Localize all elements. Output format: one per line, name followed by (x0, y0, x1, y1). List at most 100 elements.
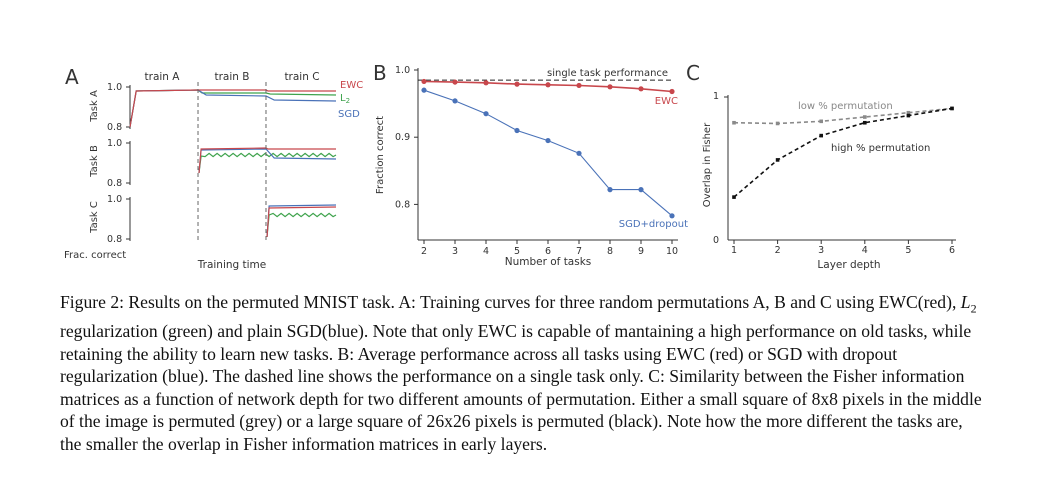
row-label-task-c: Task C (89, 201, 100, 234)
b-ytick-label: 0.9 (395, 132, 410, 143)
b-point-0 (452, 79, 458, 85)
b-xtick-label: 2 (421, 246, 427, 257)
b-point-1 (514, 127, 520, 134)
c-point-0 (863, 115, 867, 119)
c-xtick-label: 6 (949, 245, 955, 256)
figure-caption: Figure 2: Results on the permuted MNIST … (60, 291, 985, 456)
tick-b-bottom: 0.8 (107, 178, 122, 189)
c-point-0 (819, 119, 823, 124)
a-curve-ewc-task_c (266, 206, 337, 238)
caption-l2-symbol: L (960, 292, 971, 312)
b-point-0 (483, 80, 489, 86)
b-point-0 (421, 78, 427, 85)
caption-part-2: regularization (green) and plain SGD(blu… (60, 321, 982, 455)
b-point-1 (421, 87, 427, 93)
a-curve-l2-task_c (266, 212, 337, 238)
a-curve-sgd-task_c (266, 204, 337, 238)
tick-c-bottom: 0.8 (107, 234, 122, 245)
panel-label-b: B (373, 61, 387, 85)
legend-l2: L2 (340, 93, 350, 105)
b-xlabel: Number of tasks (505, 256, 592, 268)
b-point-0 (545, 82, 551, 88)
c-xtick-label: 4 (862, 245, 868, 256)
b-point-1 (576, 150, 582, 156)
phase-label-train-b: train B (215, 71, 250, 83)
a-xlabel: Training time (197, 259, 267, 271)
b-point-1 (452, 98, 458, 104)
figure-2: A B C train A train B train C EWC L2 SGD… (64, 61, 956, 271)
b-legend-sgd-dropout: SGD+dropout (619, 219, 688, 230)
b-point-0 (576, 82, 582, 89)
c-ylabel: Overlap in Fisher (702, 122, 713, 207)
b-xtick-label: 10 (666, 246, 678, 257)
panel-label-a: A (65, 65, 79, 89)
b-xtick-label: 4 (483, 246, 489, 257)
b-point-1 (638, 187, 644, 193)
b-point-0 (514, 81, 520, 87)
c-ytick-bottom: 0 (713, 235, 719, 246)
panel-c: Overlap in Fisher Layer depth low % perm… (702, 91, 956, 271)
c-point-0 (732, 120, 736, 125)
b-xtick-label: 5 (514, 246, 520, 257)
tick-a-bottom: 0.8 (107, 122, 122, 133)
b-ylabel: Fraction correct (375, 116, 386, 194)
b-point-1 (669, 213, 675, 219)
b-point-0 (669, 88, 675, 95)
legend-l2-subscript: 2 (346, 97, 350, 105)
b-xtick-label: 9 (638, 246, 644, 257)
phase-label-train-a: train A (145, 71, 181, 83)
tick-b-top: 1.0 (107, 138, 122, 149)
b-point-0 (638, 86, 644, 92)
b-point-0 (607, 84, 613, 90)
panel-label-c: C (686, 61, 700, 85)
a-curve-ewc-task_b (198, 147, 336, 174)
legend-l2-letter: L (340, 93, 346, 104)
b-ytick-label: 1.0 (395, 65, 410, 76)
a-curve-ewc-task_a (129, 89, 336, 128)
c-point-0 (775, 121, 780, 126)
row-label-task-b: Task B (89, 145, 100, 178)
c-point-0 (906, 110, 911, 115)
c-legend-low: low % permutation (798, 101, 893, 112)
c-xtick-label: 5 (905, 245, 911, 256)
c-point-1 (950, 106, 954, 111)
b-xtick-label: 6 (545, 246, 551, 257)
c-line-1 (733, 107, 953, 198)
row-label-task-a: Task A (89, 90, 100, 123)
c-xlabel: Layer depth (817, 259, 880, 271)
c-point-1 (863, 120, 867, 125)
b-point-1 (607, 187, 613, 193)
phase-label-train-c: train C (284, 71, 319, 83)
legend-sgd: SGD (338, 109, 360, 120)
tick-c-top: 1.0 (107, 194, 122, 205)
a-curve-sgd-task_b (198, 148, 337, 174)
c-point-1 (775, 158, 780, 162)
b-line-1 (423, 89, 673, 217)
b-xtick-label: 3 (452, 246, 458, 257)
b-ytick-label: 0.8 (395, 199, 410, 210)
b-xtick-label: 7 (576, 246, 582, 257)
c-xtick-label: 3 (818, 245, 824, 256)
a-ylabel: Frac. correct (64, 250, 126, 261)
b-point-1 (545, 137, 551, 144)
c-point-1 (732, 195, 736, 199)
caption-l2-subscript: 2 (970, 301, 977, 316)
b-xtick-label: 8 (607, 246, 613, 257)
legend-ewc: EWC (340, 80, 363, 91)
c-xtick-label: 2 (775, 245, 781, 256)
panel-b: Fraction correct Number of tasks single … (375, 65, 688, 268)
caption-part-1: Figure 2: Results on the permuted MNIST … (60, 292, 961, 312)
tick-a-top: 1.0 (107, 82, 122, 93)
c-point-1 (906, 113, 911, 118)
c-line-0 (733, 107, 953, 125)
b-legend-ewc: EWC (655, 96, 678, 107)
a-curve-sgd-task_a (129, 89, 337, 128)
panel-a: train A train B train C EWC L2 SGD Task … (64, 71, 363, 271)
b-point-1 (483, 111, 489, 117)
b-reference-label: single task performance (547, 68, 668, 79)
c-ytick-top: 1 (713, 91, 719, 102)
a-curve-l2-task_b (198, 152, 337, 174)
c-point-1 (819, 133, 823, 138)
c-legend-high: high % permutation (831, 143, 930, 154)
c-xtick-label: 1 (731, 245, 737, 256)
